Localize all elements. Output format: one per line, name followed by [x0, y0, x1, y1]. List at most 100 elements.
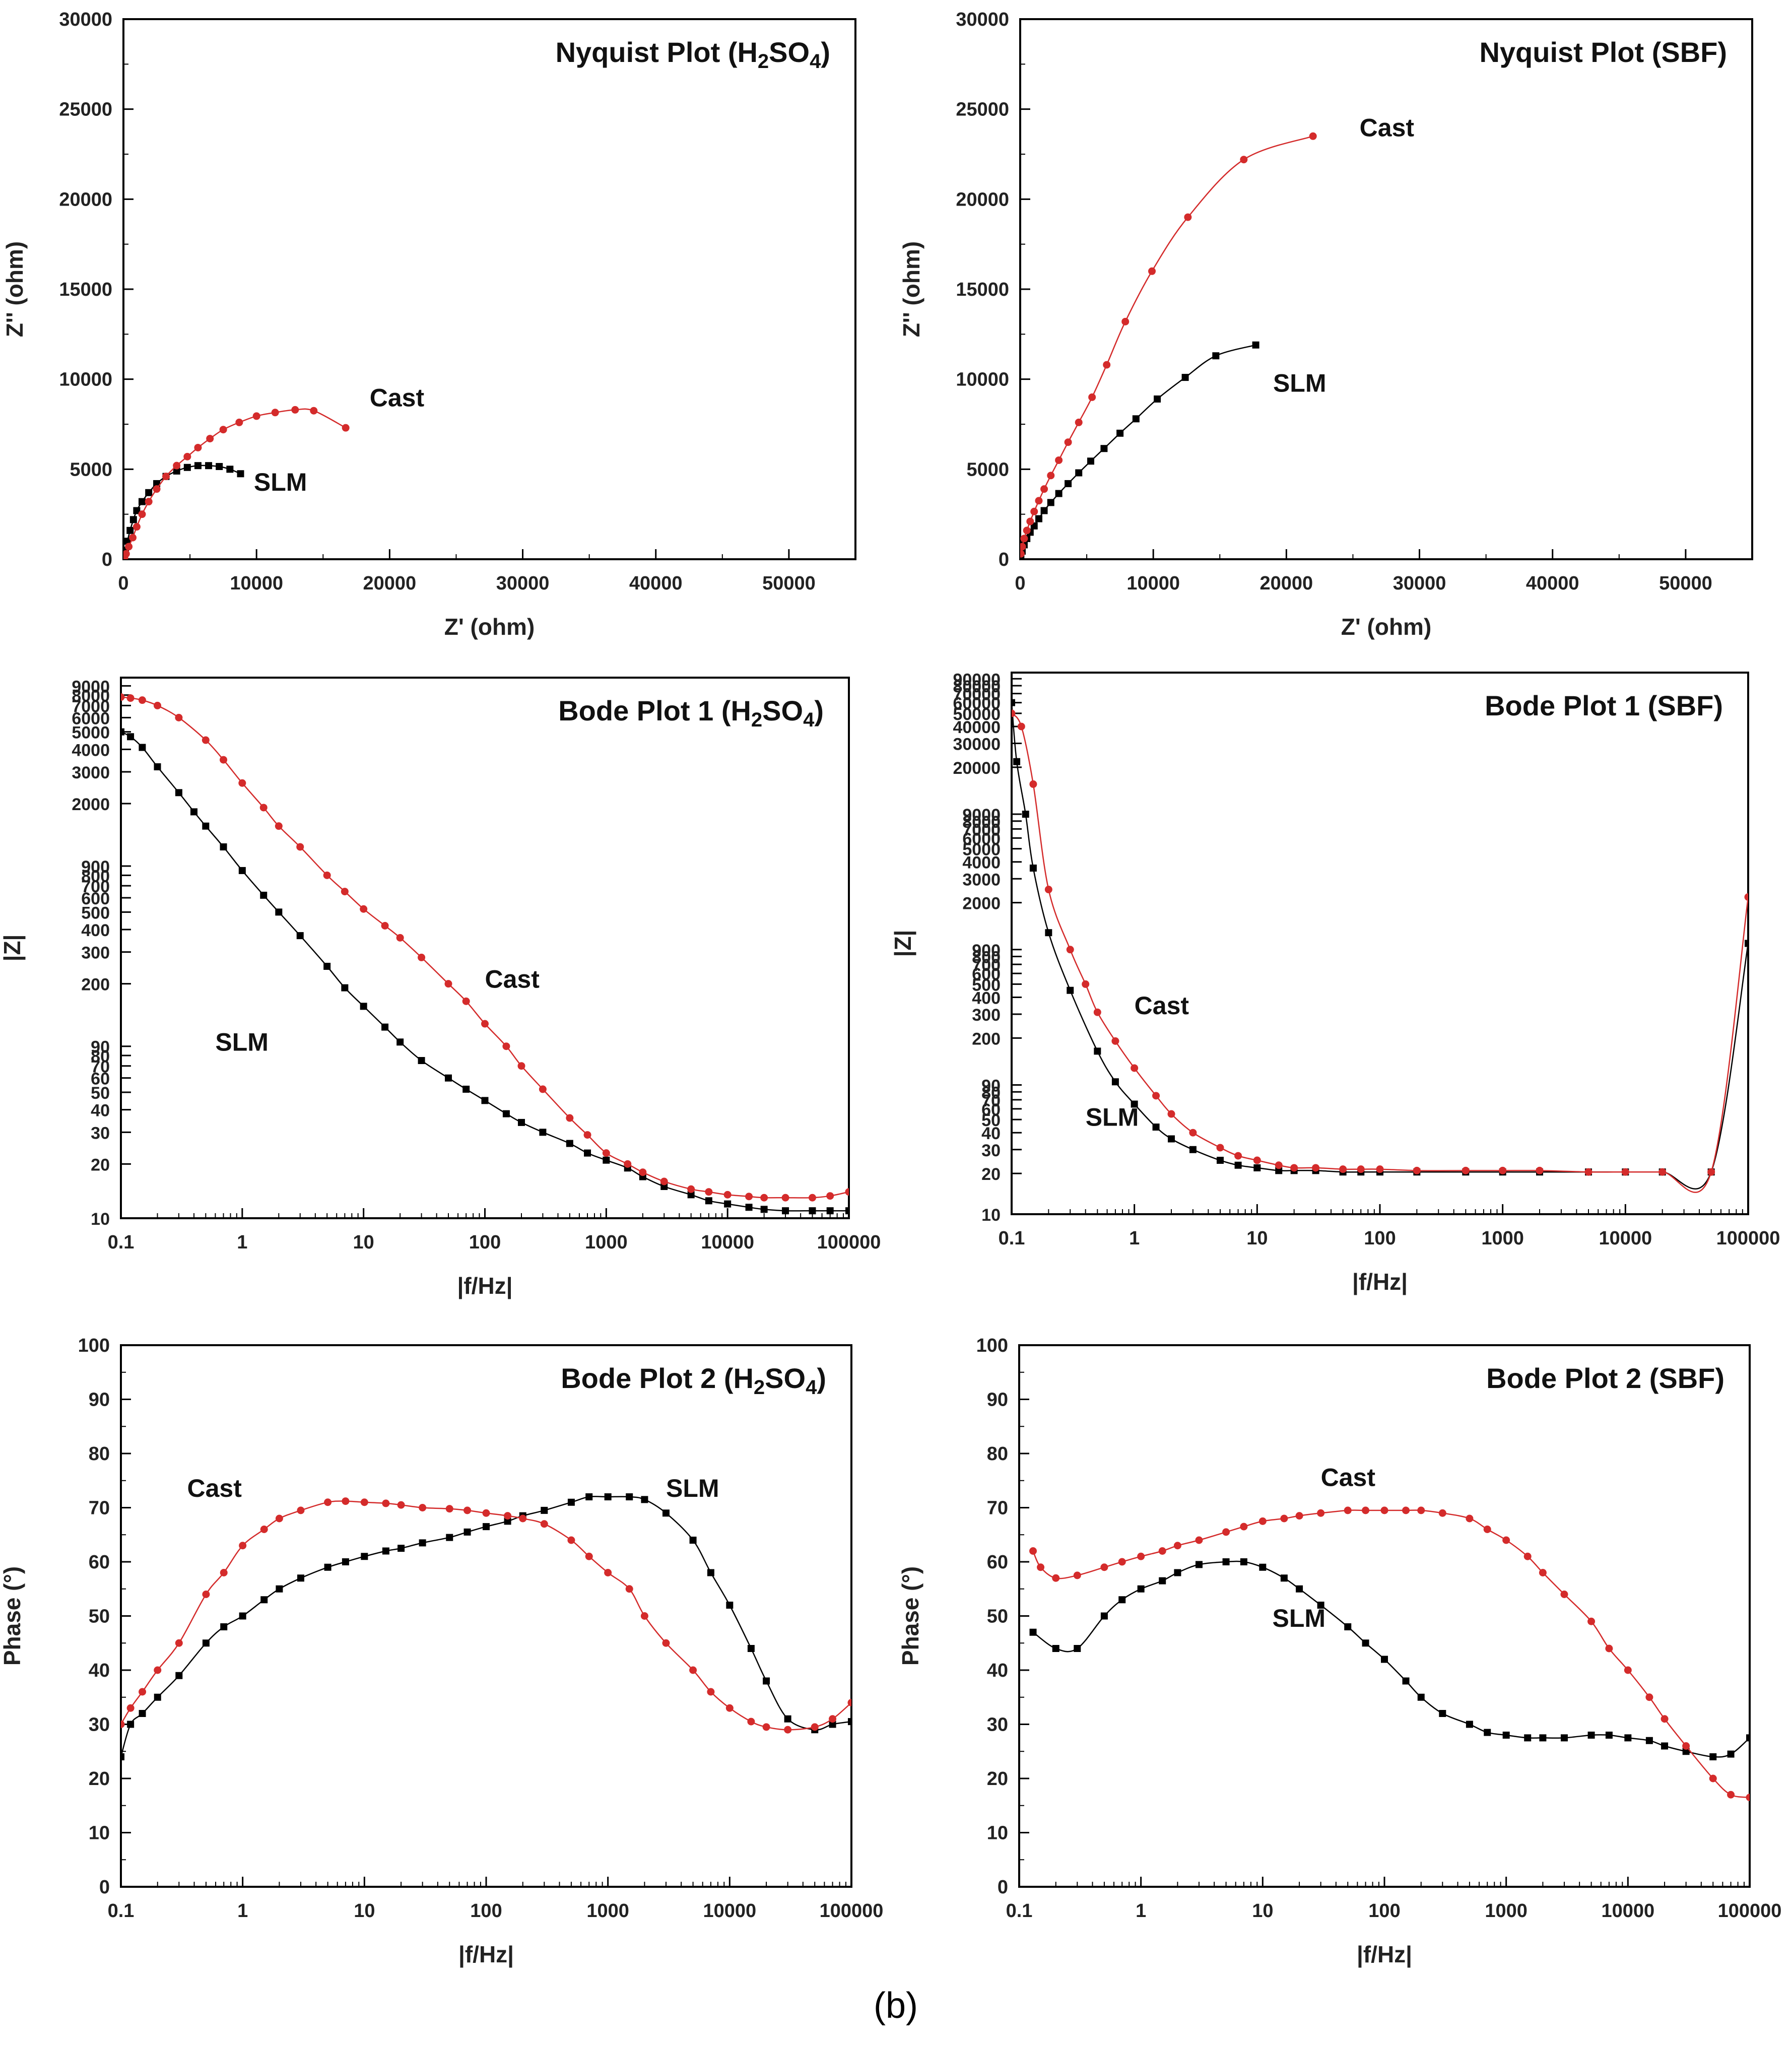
data-point [1234, 1161, 1242, 1169]
data-point [1065, 480, 1072, 487]
data-point [1362, 1639, 1369, 1647]
data-point [1013, 758, 1021, 765]
data-point [226, 466, 234, 473]
data-point [1118, 1558, 1126, 1566]
data-point [220, 1569, 228, 1576]
y-tick-label: 30 [91, 1124, 110, 1143]
y-tick-label: 800 [81, 867, 110, 886]
data-point [1587, 1732, 1595, 1739]
x-tick-label: 20000 [363, 573, 417, 594]
y-tick-label: 600 [81, 889, 110, 908]
data-point [139, 1688, 147, 1696]
data-point [206, 435, 214, 443]
data-point [360, 905, 368, 913]
x-tick-label: 50000 [1659, 573, 1712, 594]
y-tick-label: 70 [89, 1498, 110, 1519]
data-point [723, 1191, 732, 1199]
data-point [175, 713, 183, 721]
data-point [1376, 1165, 1384, 1173]
y-tick-label: 20000 [953, 759, 1001, 778]
plot-frame [120, 677, 850, 1219]
x-tick-label: 0 [1015, 573, 1025, 594]
data-point [585, 1493, 593, 1500]
y-tick-label: 60 [91, 1070, 110, 1089]
data-point [202, 1591, 210, 1598]
data-point [745, 1204, 753, 1211]
x-tick-label: 10000 [703, 1900, 756, 1922]
y-tick-label: 0 [998, 1877, 1008, 1898]
data-point [138, 696, 146, 704]
data-point [1047, 472, 1055, 480]
data-point [502, 1110, 510, 1117]
y-tick-label: 800 [972, 948, 1001, 967]
data-point [396, 1038, 404, 1046]
data-point [826, 1207, 834, 1215]
data-point [397, 1501, 405, 1509]
data-point [463, 1506, 472, 1514]
data-point [1184, 213, 1192, 221]
y-tick-label: 900 [972, 941, 1001, 960]
data-point [445, 1505, 453, 1513]
data-point [1240, 156, 1248, 164]
data-point [1047, 499, 1054, 506]
y-tick-label: 25000 [59, 99, 112, 120]
chart-bode2-sbf: Bode Plot 2 (SBF)0.1 1 10 100 1000 10000 10000… [897, 1335, 1781, 1967]
data-point [1088, 393, 1096, 401]
data-point [481, 1097, 489, 1104]
data-point [566, 1140, 573, 1147]
data-point [1100, 1563, 1108, 1571]
x-tick-label: 1 [237, 1900, 248, 1922]
y-tick-label: 5000 [70, 459, 112, 480]
data-point [446, 1534, 453, 1541]
y-tick-label: 9000 [962, 806, 1001, 825]
y-tick-label: 60 [89, 1552, 110, 1573]
data-point [747, 1645, 755, 1652]
data-point [162, 473, 170, 481]
x-tick-label: 1 [1136, 1900, 1146, 1922]
y-axis-label: Z'' (ohm) [2, 241, 28, 338]
data-point [1154, 395, 1161, 403]
y-axis-label: |Z| [890, 930, 916, 957]
data-point [139, 1710, 146, 1717]
y-tick-label: 30000 [59, 9, 112, 30]
y-tick-label: 60 [987, 1552, 1008, 1573]
series-slm [121, 1493, 851, 1760]
x-tick-label: 1000 [585, 1232, 628, 1253]
data-point [175, 789, 182, 797]
series-label: SLM [254, 468, 307, 496]
x-tick-label: 1000 [1481, 1228, 1524, 1249]
data-point [183, 452, 191, 460]
data-point [482, 1509, 490, 1517]
data-point [1118, 1596, 1126, 1604]
series-line [121, 1500, 851, 1731]
data-point [1020, 550, 1025, 558]
data-point [845, 1188, 849, 1196]
data-point [726, 1602, 734, 1609]
data-point [1259, 1563, 1267, 1571]
data-point [202, 822, 210, 830]
chart-title: Bode Plot 2 (H2SO4) [561, 1362, 826, 1399]
data-point [1055, 490, 1063, 497]
x-tick-label: 1 [237, 1232, 247, 1253]
x-tick-label: 30000 [1393, 573, 1446, 594]
y-tick-label: 20 [89, 1768, 110, 1790]
data-point [175, 1672, 183, 1679]
y-tick-label: 30 [981, 1141, 1001, 1160]
series-slm [1029, 1558, 1750, 1760]
data-point [1417, 1506, 1425, 1514]
series-label: Cast [187, 1474, 242, 1502]
data-point [689, 1666, 697, 1674]
y-tick-label: 8000 [962, 813, 1001, 832]
data-point [360, 1003, 367, 1010]
data-point [183, 464, 191, 471]
data-point [138, 498, 146, 505]
data-point [811, 1723, 819, 1731]
data-point [1030, 507, 1038, 515]
data-point [145, 489, 153, 496]
series-label: SLM [215, 1028, 269, 1056]
data-point [126, 1704, 135, 1712]
data-point [724, 1200, 732, 1208]
y-tick-label: 0 [102, 549, 112, 570]
chart-bode1-sbf: Bode Plot 1 (SBF) 0.1 1 10 100 1000 10000 10000… [890, 670, 1780, 1295]
data-point [138, 510, 146, 518]
